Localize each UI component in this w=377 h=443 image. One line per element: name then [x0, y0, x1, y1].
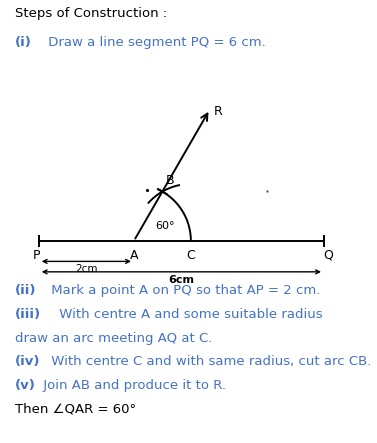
Text: P: P: [33, 249, 40, 261]
Text: (i): (i): [15, 36, 32, 49]
Text: Mark a point A on PQ so that AP = 2 cm.: Mark a point A on PQ so that AP = 2 cm.: [47, 284, 320, 297]
Text: With centre C and with same radius, cut arc CB.: With centre C and with same radius, cut …: [47, 355, 371, 368]
Text: 2cm: 2cm: [75, 264, 98, 274]
Text: Draw a line segment PQ = 6 cm.: Draw a line segment PQ = 6 cm.: [44, 36, 265, 49]
Text: draw an arc meeting AQ at C.: draw an arc meeting AQ at C.: [15, 331, 212, 345]
Text: Q: Q: [323, 249, 333, 261]
Text: With centre A and some suitable radius: With centre A and some suitable radius: [55, 308, 322, 321]
Text: B: B: [166, 174, 175, 187]
Text: 60°: 60°: [155, 221, 175, 230]
Text: C: C: [187, 249, 195, 261]
Text: (iii): (iii): [15, 308, 41, 321]
Text: (iv): (iv): [15, 355, 40, 368]
Text: 6cm: 6cm: [169, 275, 195, 285]
Text: Steps of Construction :: Steps of Construction :: [15, 7, 167, 20]
Text: (v): (v): [15, 379, 36, 392]
Text: (ii): (ii): [15, 284, 36, 297]
Text: A: A: [130, 249, 138, 261]
Text: Join AB and produce it to R.: Join AB and produce it to R.: [39, 379, 226, 392]
Text: R: R: [214, 105, 222, 118]
Text: Then ∠QAR = 60°: Then ∠QAR = 60°: [15, 403, 136, 416]
